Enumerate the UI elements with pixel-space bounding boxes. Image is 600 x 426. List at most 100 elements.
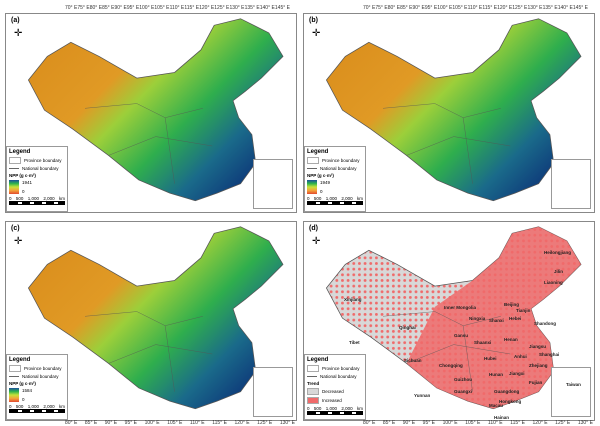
lon-tick: 140° E	[557, 5, 573, 11]
province-label: Shandong	[534, 320, 556, 326]
lon-tick: 85° E	[102, 5, 115, 11]
legend-title: Legend	[307, 149, 329, 155]
province-label: Hebei	[509, 316, 522, 321]
province-boundaries	[84, 311, 213, 392]
scale-bar	[307, 411, 363, 415]
scale-unit: km	[357, 196, 363, 201]
legend-title: Legend	[307, 357, 329, 363]
scale-labels: 0 500 1,000 2,000 km	[9, 404, 65, 409]
scale-labels: 0 500 1,000 2,000 km	[307, 406, 363, 411]
lon-tick: 120° E	[532, 420, 548, 426]
legend: Legend Province boundary National bounda…	[6, 146, 68, 212]
scale-unit: km	[357, 406, 363, 411]
scale-label: 1,000	[325, 196, 338, 201]
lon-tick: 135° E	[244, 5, 260, 11]
province-label: Shanghai	[539, 351, 560, 357]
legend-national: National boundary	[320, 166, 357, 171]
legend-province: Province boundary	[322, 158, 360, 163]
scale-label: 2,000	[341, 406, 353, 411]
province-label: Inner Mongolia	[444, 304, 476, 310]
panel-label: (c)	[11, 225, 20, 232]
national-swatch	[9, 376, 19, 377]
scale-label: 2,000	[341, 196, 353, 201]
legend-national: National boundary	[22, 374, 59, 379]
legend-province: Province boundary	[322, 366, 360, 371]
province-label: Jiangsu	[529, 344, 547, 350]
lon-tick: 105° E	[452, 5, 468, 11]
province-label: Taiwan	[566, 381, 581, 387]
province-label: Macau	[489, 403, 504, 409]
increased-swatch	[307, 397, 319, 404]
npp-color-ramp	[9, 180, 19, 194]
national-swatch	[9, 168, 19, 169]
lon-tick: 145° E	[274, 5, 290, 11]
scale-label: 1,000	[27, 404, 40, 409]
province-label: Jilin	[554, 269, 564, 274]
legend-max: 1941	[22, 180, 33, 185]
lon-tick: 125° E	[555, 420, 571, 426]
legend-max: 1949	[320, 180, 331, 185]
province-label: Gansu	[454, 332, 469, 338]
lon-tick: 120° E	[497, 5, 513, 11]
lon-tick: 80° E	[387, 5, 401, 11]
province-label: Sichuan	[404, 358, 422, 364]
lon-tick: 85° E	[400, 5, 413, 11]
province-label: Hubei	[484, 356, 497, 362]
lon-tick: 95° E	[422, 420, 435, 426]
scale-label: 2,000	[43, 196, 55, 201]
lon-tick: 95° E	[126, 5, 140, 11]
legend-variable: NPP (g c·m²)	[9, 381, 36, 386]
province-boundaries	[84, 103, 213, 184]
legend-national: National boundary	[320, 374, 357, 379]
province-label: Beijing	[504, 301, 520, 307]
national-boundary	[27, 18, 284, 202]
map-panel-a: (a) ✛ Legend Province boundary National …	[5, 13, 297, 213]
province-label: Zhejiang	[529, 363, 548, 368]
lon-tick: 110° E	[189, 420, 205, 426]
lon-tick: 90° E	[412, 5, 425, 11]
province-label: Tibet	[349, 339, 360, 345]
scale-bar	[9, 409, 65, 413]
lon-tick: 90° E	[114, 5, 127, 11]
province-label: Liaoning	[544, 280, 563, 286]
legend-title: Legend	[9, 149, 31, 155]
scale-unit: km	[59, 404, 65, 409]
province-swatch	[9, 365, 21, 372]
scale-labels: 0 500 1,000 2,000 km	[307, 196, 363, 201]
province-label: Qinghai	[399, 325, 416, 331]
lon-tick: 80° E	[89, 5, 103, 11]
north-arrow-icon: ✛	[312, 28, 321, 39]
scale-label: 1,000	[325, 406, 338, 411]
lon-tick: 145° E	[572, 5, 588, 11]
panel-label: (d)	[309, 225, 318, 232]
map-panel-d: (d) ✛ Legend Province boundary National …	[303, 221, 595, 421]
province-label: Shaanxi	[474, 339, 492, 345]
npp-color-ramp	[9, 388, 19, 402]
legend: Legend Province boundary National bounda…	[304, 354, 366, 420]
national-swatch	[307, 168, 317, 169]
lon-tick: 80° E	[363, 420, 376, 426]
scale-label: 1,000	[27, 196, 40, 201]
map-panel-c: (c) ✛ Legend Province boundary National …	[5, 221, 297, 421]
lon-tick: 80° E	[65, 420, 78, 426]
legend-min: 0	[22, 397, 25, 402]
npp-color-ramp	[307, 180, 317, 194]
legend-min: 0	[320, 189, 323, 194]
scale-label: 500	[15, 404, 24, 409]
lon-tick: 120° E	[234, 420, 250, 426]
legend: Legend Province boundary National bounda…	[6, 354, 68, 420]
province-boundaries	[382, 311, 511, 392]
longitude-ticks: 80° E 85° E 90° E 95° E 100° E 105° E 110° E 11…	[65, 420, 295, 426]
scale-label: 500	[313, 406, 322, 411]
legend-min: 0	[22, 189, 25, 194]
lon-tick: 105° E	[465, 420, 481, 426]
lon-tick: 100° E	[139, 5, 155, 11]
lon-tick: 95° E	[124, 420, 137, 426]
lon-tick: 115° E	[482, 5, 498, 11]
china-map	[27, 226, 284, 410]
legend-province: Province boundary	[24, 158, 62, 163]
lon-tick: 115° E	[212, 420, 227, 426]
scale-bar	[9, 201, 65, 205]
province-label: Jiangxi	[509, 370, 525, 376]
north-arrow-icon: ✛	[14, 236, 23, 247]
